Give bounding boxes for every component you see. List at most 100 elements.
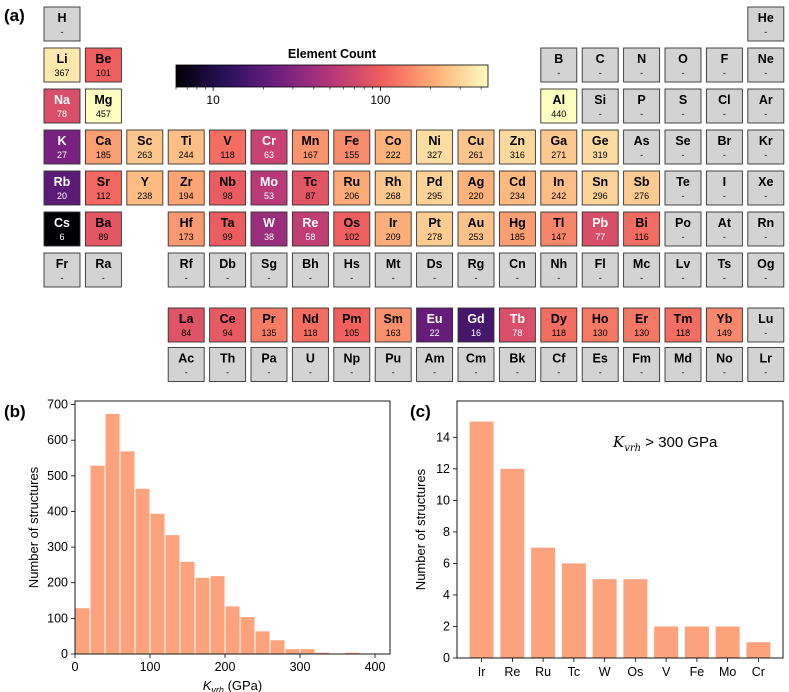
element-count: 173 <box>179 232 194 242</box>
element-symbol: Mt <box>386 257 401 271</box>
element-tile-li: Li 367 <box>43 47 81 83</box>
element-count: - <box>764 109 767 119</box>
element-tile-background <box>705 347 743 382</box>
element-tile-tm: Tm 118 <box>664 307 702 343</box>
element-tile-mg: Mg 457 <box>84 88 122 124</box>
element-count: - <box>185 368 188 378</box>
element-tile-o: O- <box>664 47 702 83</box>
element-count: 261 <box>468 150 483 160</box>
histogram-bar <box>284 648 301 655</box>
element-symbol: Zr <box>180 175 193 189</box>
element-tile-background <box>664 47 702 83</box>
element-count: 271 <box>551 150 566 160</box>
histogram-bar <box>179 560 196 655</box>
element-tile-ds: Ds - <box>416 252 454 288</box>
element-symbol: Hf <box>180 216 194 230</box>
element-count: - <box>309 368 312 378</box>
element-symbol: Os <box>343 216 360 230</box>
element-tile-background <box>498 170 536 206</box>
element-symbol: Cd <box>509 175 526 189</box>
element-bars <box>469 421 771 658</box>
element-tile-background <box>43 88 81 124</box>
element-tile-background <box>705 252 743 288</box>
element-symbol: C <box>596 52 605 66</box>
element-symbol: Re <box>302 216 318 230</box>
bar-chart-annotation: Kvrh > 300 GPa <box>612 433 718 454</box>
element-tile-zr: Zr 194 <box>167 170 205 206</box>
element-tile-background <box>209 307 247 343</box>
element-count: 135 <box>261 328 276 338</box>
element-tile-lr: Lr - <box>747 347 785 382</box>
element-tile-n: N- <box>623 47 661 83</box>
element-tile-rf: Rf - <box>167 252 205 288</box>
element-symbol: Er <box>635 312 648 326</box>
histogram-y-tick-label: 600 <box>47 433 68 447</box>
element-symbol: Ir <box>389 216 397 230</box>
element-symbol: Gd <box>467 312 484 326</box>
bar-chart-frame <box>456 400 784 659</box>
element-count: 101 <box>96 68 111 78</box>
element-tile-pa: Pa - <box>250 347 288 382</box>
histogram-y-tick-label: 200 <box>47 576 68 590</box>
element-symbol: Lu <box>758 312 773 326</box>
element-tile-background <box>84 129 122 165</box>
element-symbol: In <box>553 175 564 189</box>
element-count: 20 <box>57 191 67 201</box>
element-count: 130 <box>593 328 608 338</box>
histogram-x-tick-label: 400 <box>365 660 386 674</box>
annotation-subscript: vrh <box>624 443 641 454</box>
element-symbol: Si <box>594 93 606 107</box>
histogram-y-ticks: 0 100 200 300 400 500 600 700 <box>47 398 75 661</box>
element-count: - <box>599 68 602 78</box>
element-count: - <box>640 150 643 160</box>
element-count: 63 <box>264 150 274 160</box>
element-tile-background <box>126 129 164 165</box>
element-symbol: Am <box>425 352 445 366</box>
element-tile-background <box>705 170 743 206</box>
element-symbol: Ti <box>181 134 192 148</box>
element-symbol: Np <box>343 352 360 366</box>
bar-chart-x-tick-label: Re <box>504 665 520 679</box>
element-symbol: Db <box>219 257 236 271</box>
element-symbol: Po <box>675 216 691 230</box>
bar-chart-y-tick-label: 12 <box>436 462 450 476</box>
element-tile-background <box>167 170 205 206</box>
element-count: - <box>392 273 395 283</box>
element-tile-xe: Xe - <box>747 170 785 206</box>
element-symbol: F <box>721 52 729 66</box>
element-symbol: Cm <box>466 352 486 366</box>
element-tile-sm: Sm 163 <box>374 307 412 343</box>
element-tile-br: Br - <box>705 129 743 165</box>
element-tile-mn: Mn 167 <box>291 129 329 165</box>
element-tile-background <box>623 170 661 206</box>
element-tile-es: Es - <box>581 347 619 382</box>
element-count: 167 <box>303 150 318 160</box>
element-tile-as: As - <box>623 129 661 165</box>
element-tile-nd: Nd 118 <box>291 307 329 343</box>
element-count: 185 <box>96 150 111 160</box>
element-tile-background <box>457 129 495 165</box>
element-tile-background <box>540 347 578 382</box>
element-tile-zn: Zn 316 <box>498 129 536 165</box>
element-tile-tb: Tb 78 <box>498 307 536 343</box>
element-tile-background <box>374 211 412 247</box>
histogram-frame <box>74 400 391 655</box>
element-tile-cu: Cu 261 <box>457 129 495 165</box>
element-count: - <box>599 109 602 119</box>
element-bar-tc <box>561 563 586 658</box>
histogram-y-tick-label: 100 <box>47 611 68 625</box>
element-tile-hs: Hs - <box>333 252 371 288</box>
element-tile-background <box>209 252 247 288</box>
element-tile-i: I- <box>705 170 743 206</box>
element-symbol: U <box>306 352 315 366</box>
element-count: 268 <box>386 191 401 201</box>
element-tile-la: La 84 <box>167 307 205 343</box>
element-symbol: Lv <box>676 257 691 271</box>
element-tile-ta: Ta 99 <box>209 211 247 247</box>
element-tile-at: At - <box>705 211 743 247</box>
histogram-bars <box>74 412 361 655</box>
element-count: 155 <box>344 150 359 160</box>
element-tile-background <box>623 129 661 165</box>
element-tile-y: Y 238 <box>126 170 164 206</box>
element-tile-background <box>374 307 412 343</box>
